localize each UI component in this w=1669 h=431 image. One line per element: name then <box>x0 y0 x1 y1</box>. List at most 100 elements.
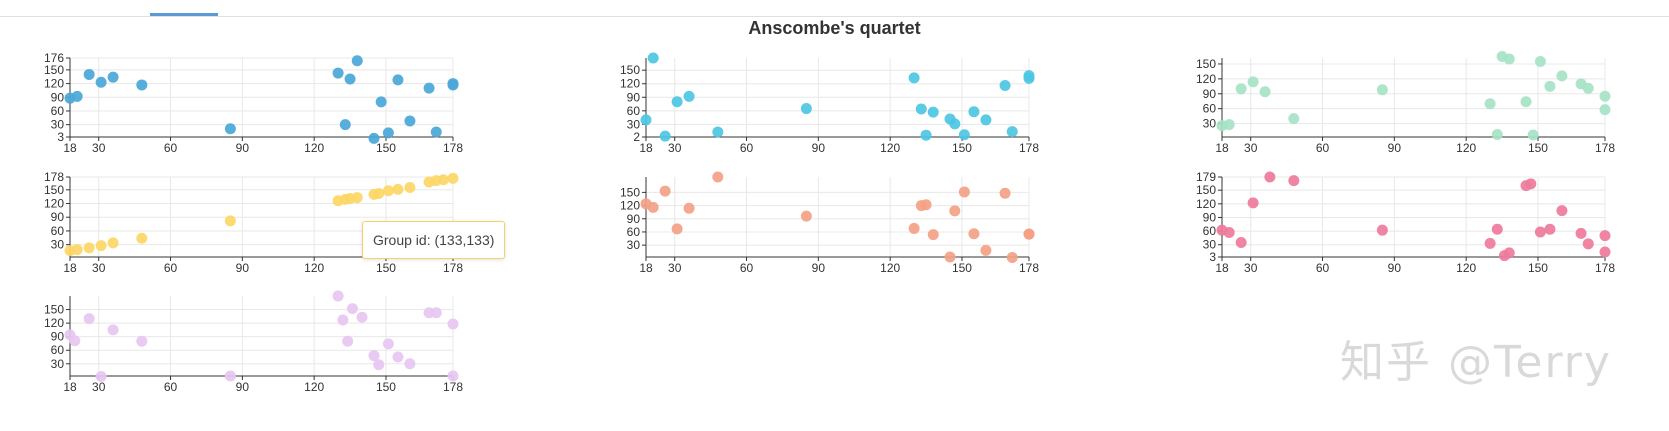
data-point[interactable] <box>800 210 812 222</box>
data-point[interactable] <box>1556 205 1568 217</box>
data-point[interactable] <box>640 114 652 126</box>
data-point[interactable] <box>107 324 119 336</box>
data-point[interactable] <box>1520 96 1532 108</box>
data-point[interactable] <box>1484 237 1496 249</box>
data-point[interactable] <box>1525 178 1537 190</box>
data-point[interactable] <box>404 182 416 194</box>
data-point[interactable] <box>224 215 236 227</box>
data-point[interactable] <box>447 172 459 184</box>
data-point[interactable] <box>392 183 404 195</box>
data-point[interactable] <box>1235 83 1247 95</box>
data-point[interactable] <box>368 350 380 362</box>
data-point[interactable] <box>351 192 363 204</box>
data-point[interactable] <box>447 78 459 90</box>
data-point[interactable] <box>1259 86 1271 98</box>
data-point[interactable] <box>351 55 363 67</box>
data-point[interactable] <box>1503 53 1515 65</box>
data-point[interactable] <box>373 187 385 199</box>
data-point[interactable] <box>382 127 394 139</box>
data-point[interactable] <box>1599 104 1611 116</box>
data-point[interactable] <box>107 71 119 83</box>
data-point[interactable] <box>404 358 416 370</box>
data-point[interactable] <box>404 115 416 127</box>
data-point[interactable] <box>447 318 459 330</box>
data-point[interactable] <box>1582 82 1594 94</box>
data-point[interactable] <box>224 370 236 382</box>
data-point[interactable] <box>647 201 659 213</box>
data-point[interactable] <box>1556 70 1568 82</box>
data-point[interactable] <box>927 106 939 118</box>
data-point[interactable] <box>1484 98 1496 110</box>
data-point[interactable] <box>83 313 95 325</box>
data-point[interactable] <box>373 359 385 371</box>
data-point[interactable] <box>1023 228 1035 240</box>
data-point[interactable] <box>920 199 932 211</box>
data-point[interactable] <box>958 129 970 141</box>
data-point[interactable] <box>447 370 459 382</box>
data-point[interactable] <box>1491 129 1503 141</box>
data-point[interactable] <box>1575 227 1587 239</box>
data-point[interactable] <box>332 67 344 79</box>
data-point[interactable] <box>430 307 442 319</box>
data-point[interactable] <box>342 335 354 347</box>
data-point[interactable] <box>224 123 236 135</box>
data-point[interactable] <box>356 311 368 323</box>
data-point[interactable] <box>71 90 83 102</box>
data-point[interactable] <box>1534 226 1546 238</box>
data-point[interactable] <box>430 126 442 138</box>
data-point[interactable] <box>136 79 148 91</box>
data-point[interactable] <box>647 52 659 64</box>
data-point[interactable] <box>999 187 1011 199</box>
data-point[interactable] <box>1223 119 1235 131</box>
data-point[interactable] <box>1247 76 1259 88</box>
data-point[interactable] <box>337 314 349 326</box>
data-point[interactable] <box>958 186 970 198</box>
data-point[interactable] <box>95 370 107 382</box>
data-point[interactable] <box>1544 223 1556 235</box>
data-point[interactable] <box>671 96 683 108</box>
data-point[interactable] <box>1544 80 1556 92</box>
data-point[interactable] <box>968 228 980 240</box>
data-point[interactable] <box>375 96 387 108</box>
data-point[interactable] <box>980 244 992 256</box>
data-point[interactable] <box>920 129 932 141</box>
data-point[interactable] <box>1288 113 1300 125</box>
data-point[interactable] <box>339 119 351 131</box>
data-point[interactable] <box>1264 171 1276 183</box>
data-point[interactable] <box>944 251 956 263</box>
data-point[interactable] <box>382 338 394 350</box>
data-point[interactable] <box>332 290 344 302</box>
data-point[interactable] <box>1223 226 1235 238</box>
active-tab-indicator[interactable] <box>150 13 218 16</box>
data-point[interactable] <box>69 335 81 347</box>
data-point[interactable] <box>136 232 148 244</box>
data-point[interactable] <box>1247 197 1259 209</box>
data-point[interactable] <box>1582 238 1594 250</box>
data-point[interactable] <box>1599 230 1611 242</box>
data-point[interactable] <box>1503 247 1515 259</box>
data-point[interactable] <box>382 185 394 197</box>
data-point[interactable] <box>1376 224 1388 236</box>
data-point[interactable] <box>1376 84 1388 96</box>
data-point[interactable] <box>659 185 671 197</box>
data-point[interactable] <box>671 223 683 235</box>
data-point[interactable] <box>683 90 695 102</box>
data-point[interactable] <box>95 240 107 252</box>
data-point[interactable] <box>1599 246 1611 258</box>
data-point[interactable] <box>927 229 939 241</box>
data-point[interactable] <box>1599 90 1611 102</box>
data-point[interactable] <box>83 242 95 254</box>
data-point[interactable] <box>659 130 671 142</box>
data-point[interactable] <box>683 202 695 214</box>
data-point[interactable] <box>95 76 107 88</box>
data-point[interactable] <box>968 106 980 118</box>
data-point[interactable] <box>800 103 812 115</box>
data-point[interactable] <box>392 351 404 363</box>
data-point[interactable] <box>712 126 724 138</box>
data-point[interactable] <box>949 118 961 130</box>
data-point[interactable] <box>712 171 724 183</box>
data-point[interactable] <box>1491 223 1503 235</box>
data-point[interactable] <box>71 244 83 256</box>
data-point[interactable] <box>83 68 95 80</box>
data-point[interactable] <box>980 114 992 126</box>
